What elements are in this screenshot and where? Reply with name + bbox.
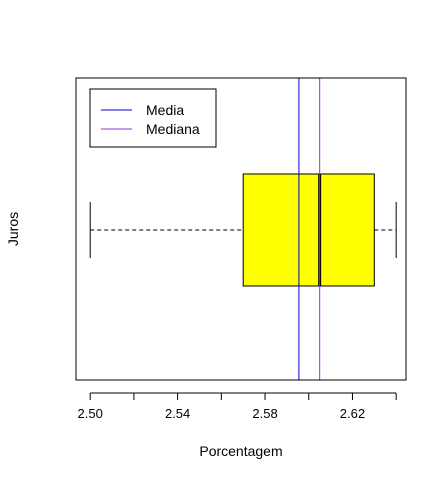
plot-frame	[75, 77, 407, 381]
y-axis-label: Juros	[5, 212, 21, 246]
x-axis: 2.50 2.54 2.58 2.62	[78, 392, 397, 421]
x-axis-label: Porcentagem	[199, 443, 282, 459]
legend-label-mediana: Mediana	[146, 121, 200, 137]
box-iqr	[242, 173, 375, 287]
legend-box	[89, 88, 217, 148]
x-tick-label: 2.58	[252, 406, 277, 421]
x-tick-label: 2.62	[340, 406, 365, 421]
legend: Media Mediana	[89, 88, 217, 148]
x-tick-label: 2.54	[165, 406, 190, 421]
x-tick-label: 2.50	[78, 406, 103, 421]
legend-label-media: Media	[146, 102, 184, 118]
plot-area	[89, 78, 397, 380]
